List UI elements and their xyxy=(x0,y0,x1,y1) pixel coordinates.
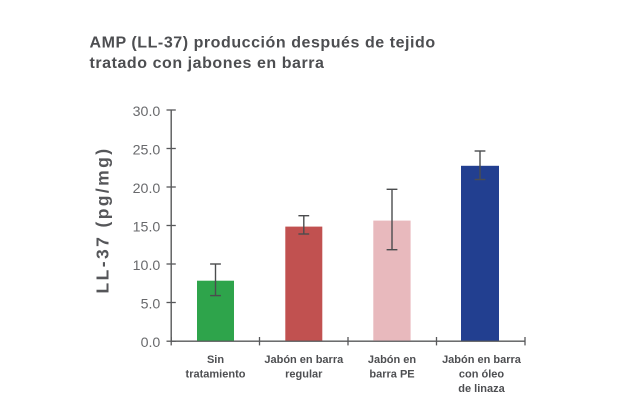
svg-text:tratado con jabones en barra: tratado con jabones en barra xyxy=(90,55,325,72)
svg-text:20.0: 20.0 xyxy=(133,181,161,197)
svg-text:AMP (LL-37) producción después: AMP (LL-37) producción después de tejido xyxy=(90,35,436,52)
svg-text:5.0: 5.0 xyxy=(141,296,161,312)
svg-text:barra PE: barra PE xyxy=(369,369,414,381)
svg-text:con óleo: con óleo xyxy=(459,369,505,381)
svg-text:LL-37 (pg/mg): LL-37 (pg/mg) xyxy=(93,147,113,294)
svg-text:10.0: 10.0 xyxy=(133,258,161,274)
svg-text:tratamiento: tratamiento xyxy=(186,369,246,381)
svg-text:30.0: 30.0 xyxy=(133,104,161,120)
svg-text:Jabón en: Jabón en xyxy=(368,354,417,366)
svg-text:Jabón en barra: Jabón en barra xyxy=(442,354,522,366)
svg-text:Jabón en barra: Jabón en barra xyxy=(264,354,344,366)
svg-text:15.0: 15.0 xyxy=(133,219,161,235)
svg-text:de linaza: de linaza xyxy=(458,383,505,395)
svg-text:regular: regular xyxy=(285,369,323,381)
svg-text:25.0: 25.0 xyxy=(133,142,161,158)
svg-text:Sin: Sin xyxy=(207,354,224,366)
svg-text:0.0: 0.0 xyxy=(141,335,161,351)
